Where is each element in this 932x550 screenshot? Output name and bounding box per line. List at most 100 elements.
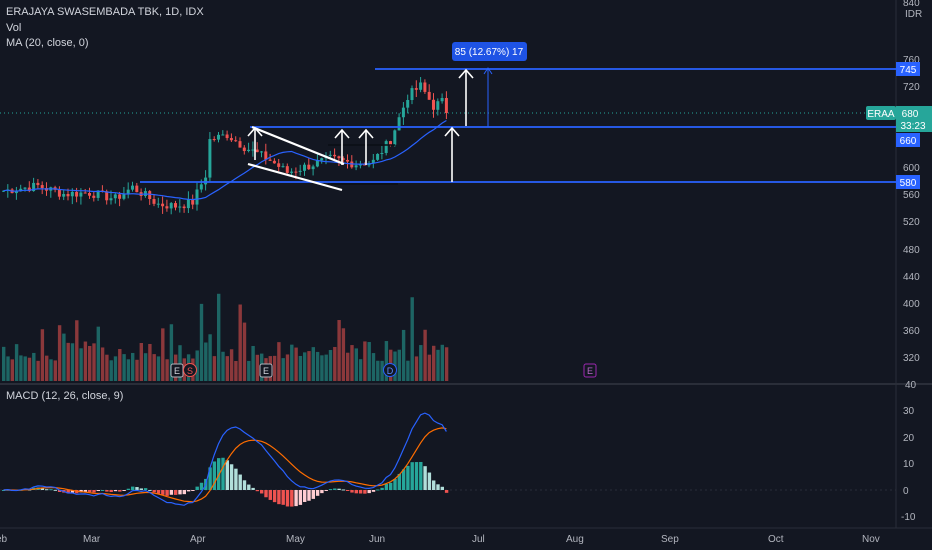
candle-body[interactable] [315,160,319,167]
earnings-marker[interactable] [583,363,597,378]
candle-body[interactable] [92,195,96,198]
candle-body[interactable] [320,158,324,161]
candle-body[interactable] [268,159,272,161]
candle-body[interactable] [307,164,311,170]
candle-body[interactable] [229,138,233,141]
candle-body[interactable] [264,151,268,160]
dividend-marker[interactable] [383,363,397,377]
candle-body[interactable] [389,141,392,145]
macd-axis[interactable]: 30 20 10 0 -10 [901,406,916,523]
candle-body[interactable] [105,191,109,201]
candle-body[interactable] [341,158,345,160]
candle-body[interactable] [251,149,255,151]
candle-body[interactable] [346,159,349,162]
candle-body[interactable] [131,185,134,190]
candle-body[interactable] [2,190,5,192]
ma-legend[interactable]: MA (20, close, 0) [6,37,89,49]
candle-body[interactable] [255,149,259,153]
candle-body[interactable] [363,164,367,166]
candle-body[interactable] [290,171,294,173]
candle-body[interactable] [406,100,410,108]
candle-body[interactable] [109,198,113,201]
candle-body[interactable] [191,199,195,205]
candle-body[interactable] [393,130,397,145]
candle-body[interactable] [440,98,444,102]
candle-body[interactable] [156,203,160,205]
candle-body[interactable] [354,165,358,168]
candle-body[interactable] [126,189,130,194]
candle-body[interactable] [83,192,87,194]
candle-body[interactable] [444,98,448,113]
candle-body[interactable] [152,199,156,204]
candle-body[interactable] [410,88,414,101]
candle-body[interactable] [294,171,298,173]
candle-body[interactable] [204,177,208,185]
candle-body[interactable] [70,191,74,197]
candle-body[interactable] [178,206,182,208]
candle-body[interactable] [32,182,36,192]
time-axis[interactable]: eb Mar Apr May Jun Jul Aug Sep Oct Nov [0,534,880,545]
pennant-upper-line[interactable] [251,125,345,166]
macd-legend[interactable]: MACD (12, 26, close, 9) [6,390,123,402]
candle-body[interactable] [75,191,79,197]
candle-body[interactable] [217,134,220,140]
candle-body[interactable] [277,163,281,167]
pennant-lower-line[interactable] [247,162,343,192]
earnings-marker[interactable] [259,363,273,378]
candle-body[interactable] [186,199,190,209]
candle-body[interactable] [66,194,70,197]
candle-body[interactable] [122,193,126,199]
candle-body[interactable] [36,182,40,186]
candle-body[interactable] [380,153,384,155]
price-axis[interactable]: 840 IDR 760 720 640 600 560 520 480 440 … [903,0,922,391]
candle-body[interactable] [169,203,173,209]
candle-body[interactable] [212,139,216,141]
split-marker[interactable] [183,363,197,377]
candle-body[interactable] [281,166,285,168]
candle-body[interactable] [165,206,169,209]
candle-body[interactable] [199,184,203,190]
candle-body[interactable] [62,194,66,197]
candle-body[interactable] [174,203,177,208]
candle-body[interactable] [195,189,199,205]
candle-body[interactable] [384,141,388,154]
candle-body[interactable] [242,147,246,152]
candle-body[interactable] [427,91,431,100]
candle-body[interactable] [79,192,83,197]
event-markers[interactable]: E S E D E [170,363,597,378]
candle-body[interactable] [414,88,418,90]
candle-body[interactable] [225,134,229,139]
candle-body[interactable] [148,191,152,200]
candle-body[interactable] [397,117,401,131]
candle-body[interactable] [161,203,165,207]
candle-body[interactable] [337,156,341,159]
candle-body[interactable] [423,82,427,92]
candle-body[interactable] [419,82,423,90]
candle-body[interactable] [234,140,238,142]
candle-body[interactable] [333,154,337,157]
candle-body[interactable] [221,134,225,136]
candle-body[interactable] [40,185,44,189]
candle-body[interactable] [208,139,212,178]
candle-body[interactable] [436,101,440,110]
candle-body[interactable] [401,107,405,118]
candle-body[interactable] [96,190,100,198]
candle-body[interactable] [19,188,23,192]
candle-body[interactable] [57,189,61,197]
candle-body[interactable] [432,99,435,110]
candle-body[interactable] [27,187,31,192]
measure-label-box[interactable] [452,42,527,61]
candle-body[interactable] [118,194,122,199]
candle-body[interactable] [14,191,18,194]
candle-body[interactable] [135,185,139,193]
earnings-marker[interactable] [170,363,184,378]
volume-legend[interactable]: Vol [6,22,21,34]
candle-body[interactable] [285,166,289,173]
candle-body[interactable] [272,160,276,164]
candle-body[interactable] [182,206,186,209]
candle-body[interactable] [358,164,362,166]
candle-body[interactable] [311,166,315,170]
candle-body[interactable] [298,170,302,172]
candle-body[interactable] [303,164,306,171]
